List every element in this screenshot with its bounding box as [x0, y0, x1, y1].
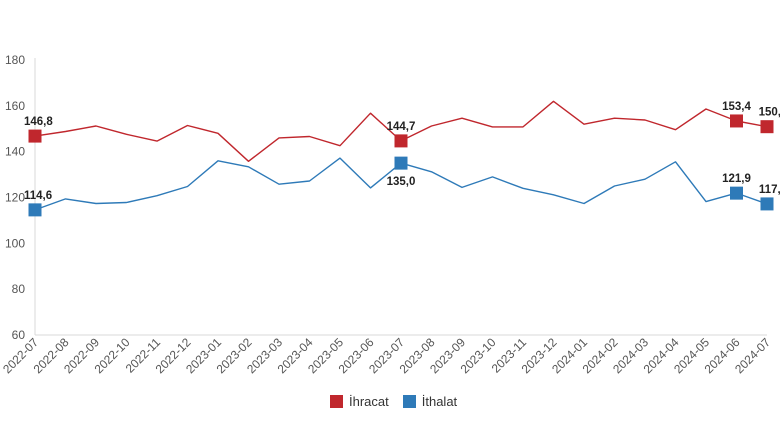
y-tick-label: 100 [5, 236, 25, 250]
y-tick-label: 60 [12, 328, 26, 342]
data-label: 114,6 [24, 190, 52, 202]
data-point-marker [28, 129, 42, 143]
data-point-marker [394, 134, 408, 148]
legend: İhracat İthalat [330, 394, 471, 409]
legend-label-ithalat: İthalat [421, 394, 458, 409]
series-layer [34, 100, 768, 211]
data-label-layer: 146,8 144,7 153,4 150,9 114,6 135,0 121,9 117,2 [24, 101, 780, 202]
y-tick-label: 140 [5, 145, 25, 159]
data-label: 144,7 [387, 121, 416, 133]
data-label: 135,0 [387, 176, 416, 188]
y-tick-label: 180 [5, 53, 25, 67]
y-tick-label: 120 [5, 191, 25, 205]
data-label: 117,2 [759, 184, 780, 196]
legend-label-ihracat: İhracat [349, 394, 389, 409]
data-label: 153,4 [722, 101, 751, 113]
data-label: 121,9 [722, 173, 751, 185]
y-axis: 60 80 100 120 140 160 180 [5, 53, 36, 342]
data-point-marker [760, 120, 774, 134]
legend-swatch-ithalat [402, 395, 416, 408]
data-label: 146,8 [24, 116, 53, 128]
y-tick-label: 80 [12, 282, 26, 296]
data-label: 150,9 [759, 107, 780, 119]
y-tick-label: 160 [5, 99, 25, 113]
legend-swatch-ihracat [330, 395, 343, 408]
data-point-marker [28, 203, 42, 217]
x-axis: 2022-072022-082022-092022-102022-112022-… [0, 334, 773, 376]
data-point-marker [760, 197, 774, 211]
data-point-marker [730, 114, 743, 128]
data-point-marker [394, 156, 408, 170]
marker-layer [28, 114, 774, 217]
legend-item-ihracat: İhracat [330, 394, 389, 409]
legend-item-ithalat: İthalat [402, 394, 458, 409]
data-point-marker [730, 186, 743, 200]
